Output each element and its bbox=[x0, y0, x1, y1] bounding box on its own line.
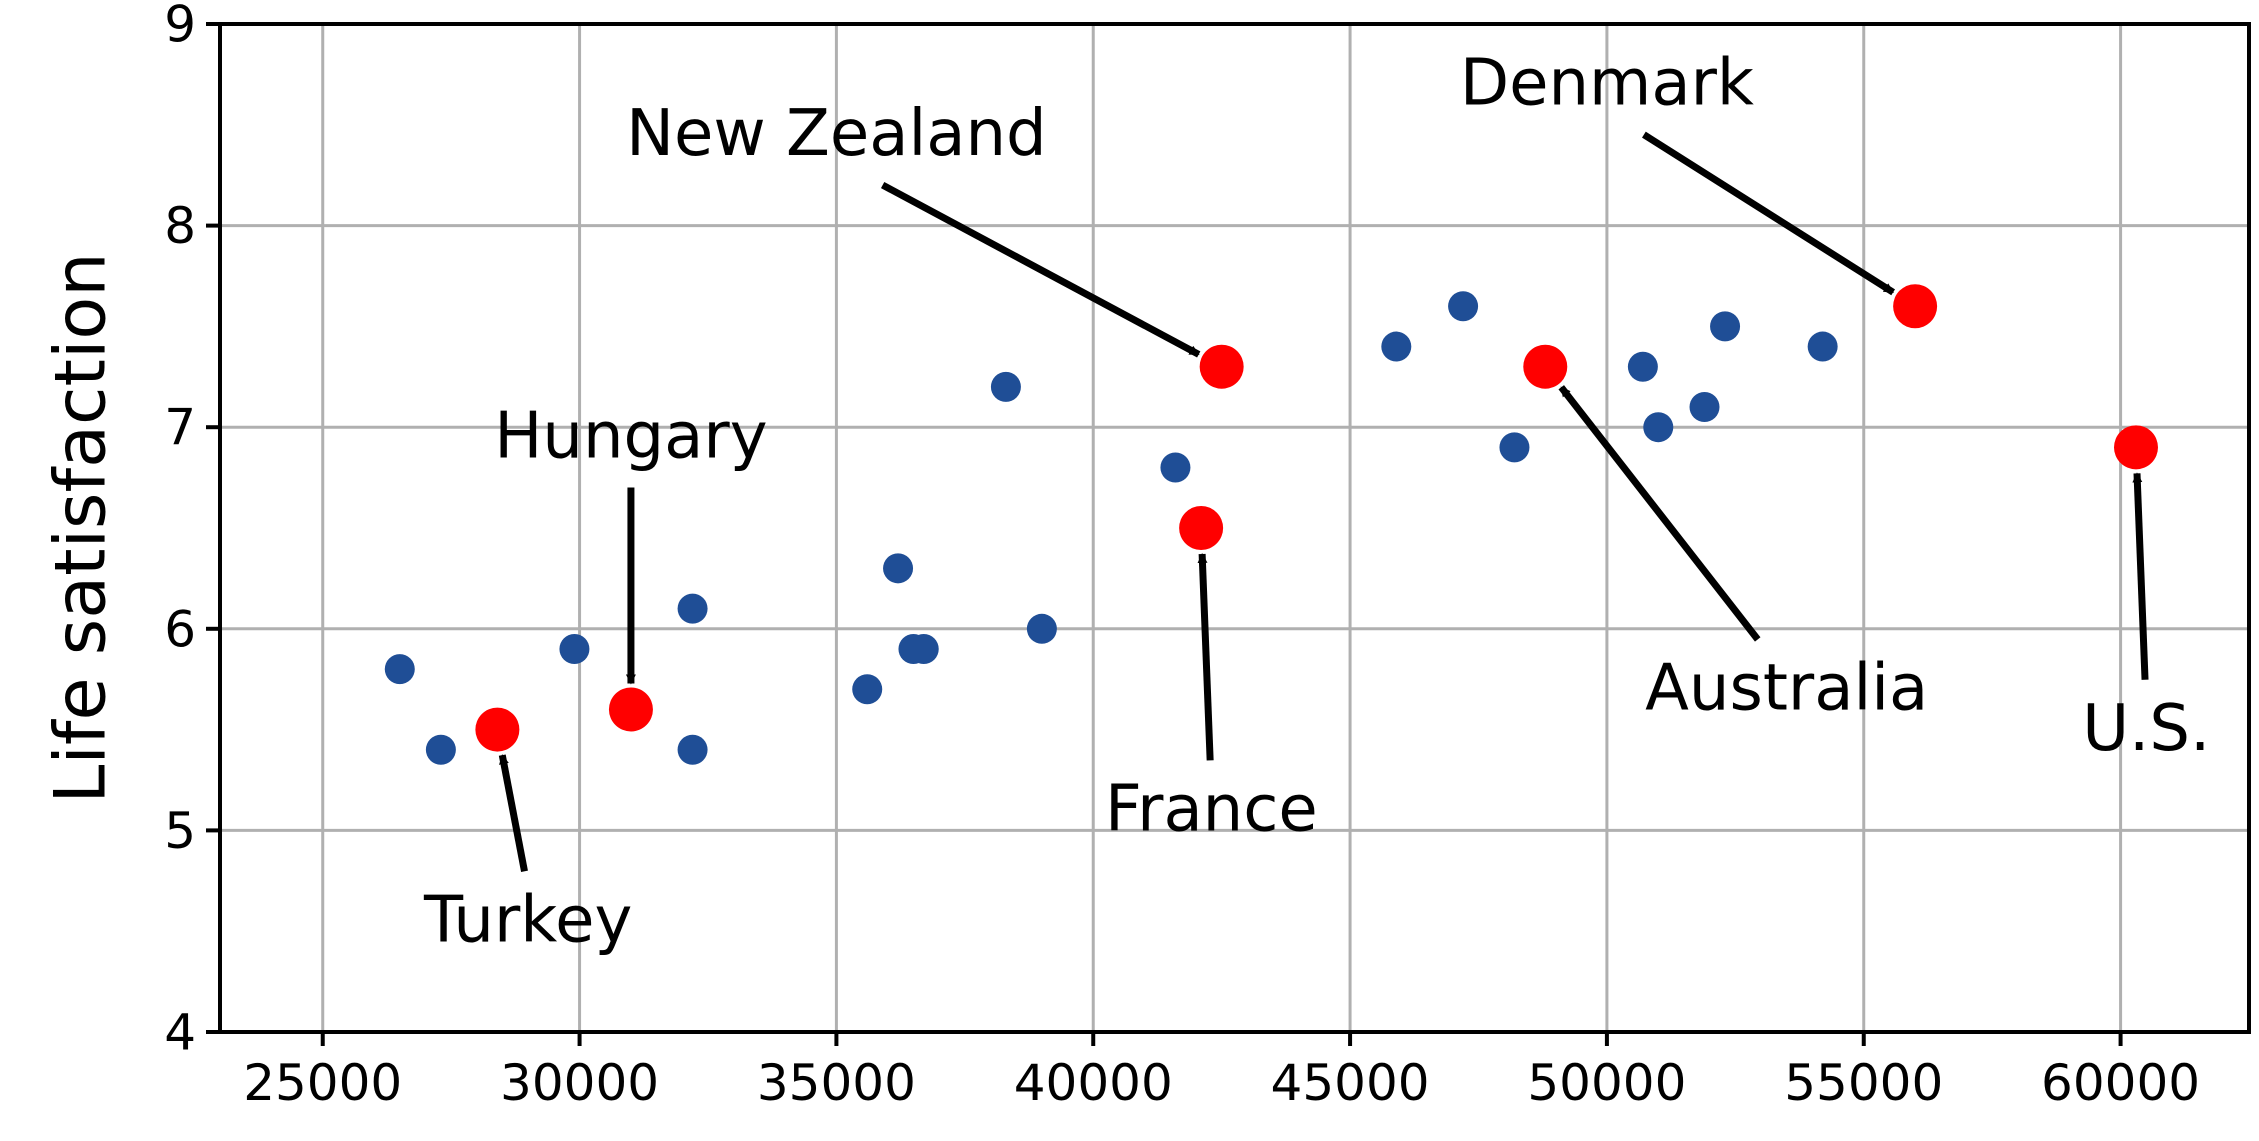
annotation-label: Hungary bbox=[494, 399, 767, 473]
data-point bbox=[990, 371, 1021, 402]
y-tick-label: 6 bbox=[164, 600, 196, 658]
annotation-label: Denmark bbox=[1460, 47, 1754, 121]
y-tick-label: 5 bbox=[164, 802, 196, 860]
data-point bbox=[908, 633, 939, 664]
data-point bbox=[1381, 331, 1412, 362]
annotation-arrow bbox=[1642, 131, 1896, 296]
annotation-label: New Zealand bbox=[626, 97, 1047, 171]
y-tick-label: 4 bbox=[164, 1004, 196, 1062]
data-point bbox=[425, 734, 456, 765]
annotation-arrow bbox=[2132, 472, 2149, 680]
highlighted-point bbox=[608, 687, 653, 732]
data-point bbox=[852, 674, 883, 705]
plot-frame bbox=[218, 22, 2251, 1034]
data-point bbox=[677, 734, 708, 765]
highlighted-point bbox=[1179, 506, 1224, 550]
highlighted-point bbox=[1523, 344, 1568, 389]
data-point bbox=[1710, 311, 1741, 342]
data-point bbox=[1627, 351, 1658, 382]
x-tick-label: 60000 bbox=[2041, 1054, 2200, 1112]
data-point bbox=[1448, 291, 1479, 322]
data-point bbox=[1689, 392, 1720, 423]
annotation-arrow bbox=[498, 754, 528, 872]
x-tick-label: 25000 bbox=[243, 1054, 402, 1112]
x-tick-label: 45000 bbox=[1271, 1054, 1430, 1112]
data-point bbox=[1499, 432, 1530, 463]
annotation-arrow bbox=[1558, 385, 1761, 642]
data-point bbox=[1160, 452, 1191, 483]
annotation-arrow bbox=[880, 181, 1201, 358]
data-point bbox=[1807, 331, 1838, 362]
data-point bbox=[1643, 412, 1674, 443]
data-points bbox=[384, 284, 2158, 765]
y-axis-label: Life satisfaction bbox=[40, 252, 122, 803]
y-tick-label: 9 bbox=[164, 0, 196, 54]
x-tick-label: 50000 bbox=[1527, 1054, 1686, 1112]
data-point bbox=[559, 633, 590, 664]
annotation-arrow bbox=[1197, 552, 1214, 761]
x-tick-label: 35000 bbox=[757, 1054, 916, 1112]
annotation-label: Turkey bbox=[423, 883, 632, 957]
data-point bbox=[384, 654, 415, 685]
x-tick-label: 55000 bbox=[1784, 1054, 1943, 1112]
x-tick-label: 30000 bbox=[500, 1054, 659, 1112]
highlighted-point bbox=[2113, 425, 2158, 470]
annotation-label: U.S. bbox=[2082, 692, 2210, 766]
annotation-label: Australia bbox=[1645, 651, 1928, 725]
y-tick-label: 8 bbox=[164, 197, 196, 255]
data-point bbox=[677, 593, 708, 624]
highlighted-point bbox=[1199, 344, 1244, 389]
highlighted-point bbox=[475, 707, 520, 752]
data-point bbox=[883, 553, 914, 584]
data-point bbox=[1026, 613, 1057, 644]
highlighted-point bbox=[1893, 284, 1938, 329]
x-tick-label: 40000 bbox=[1014, 1054, 1173, 1112]
annotations: Turkey Hungary France New Zealand Australia D… bbox=[423, 47, 2210, 958]
grid-lines bbox=[220, 22, 2249, 1034]
axis-ticks: 25000 30000 35000 40000 45000 50000 55000 60000… bbox=[164, 0, 2200, 1112]
annotation-label: France bbox=[1105, 772, 1318, 846]
y-tick-label: 7 bbox=[164, 399, 196, 457]
